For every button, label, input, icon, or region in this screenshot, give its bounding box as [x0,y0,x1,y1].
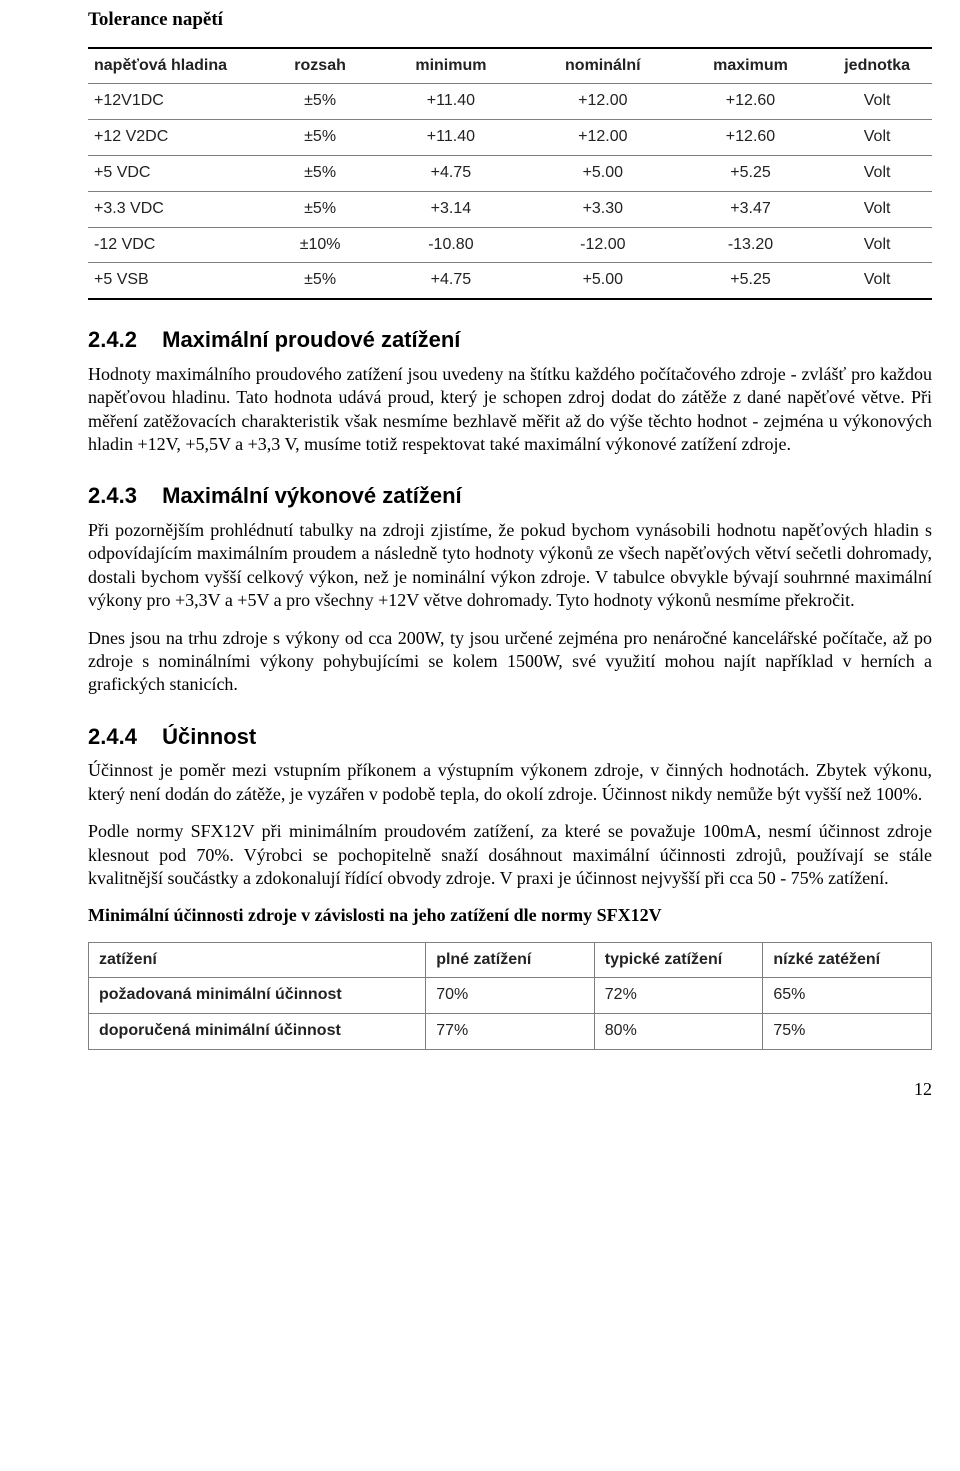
table-cell: +5.00 [527,156,679,192]
table-cell: +12.00 [527,120,679,156]
table-cell: +11.40 [375,84,527,120]
table-cell: +12 V2DC [88,120,265,156]
table-cell: 65% [763,978,932,1014]
table-cell: Volt [822,84,932,120]
table-cell: Volt [822,191,932,227]
section-heading-242: 2.4.2 Maximální proudové zatížení [88,326,932,355]
table-cell: -12 VDC [88,227,265,263]
table-cell: doporučená minimální účinnost [89,1014,426,1050]
table-cell: ±10% [265,227,375,263]
section-number: 2.4.2 [88,326,156,355]
section-title: Maximální výkonové zatížení [162,483,462,508]
table-cell: +3.3 VDC [88,191,265,227]
table-cell: Volt [822,120,932,156]
paragraph: Účinnost je poměr mezi vstupním příkonem… [88,759,932,806]
table-cell: +12V1DC [88,84,265,120]
table-cell: ±5% [265,263,375,299]
col-header: maximum [679,48,822,84]
table-cell: +11.40 [375,120,527,156]
table-row: +12 V2DC±5%+11.40+12.00+12.60Volt [88,120,932,156]
table-row: požadovaná minimální účinnost70%72%65% [89,978,932,1014]
table-cell: ±5% [265,84,375,120]
page-number: 12 [88,1078,932,1101]
col-header: zatížení [89,942,426,978]
table-cell: +12.60 [679,84,822,120]
table-cell: 70% [426,978,595,1014]
table-cell: +5 VSB [88,263,265,299]
paragraph: Hodnoty maximálního proudového zatížení … [88,363,932,457]
tolerance-table: napěťová hladina rozsah minimum nomináln… [88,47,932,301]
table-row: +5 VDC±5%+4.75+5.00+5.25Volt [88,156,932,192]
table-cell: -12.00 [527,227,679,263]
col-header: napěťová hladina [88,48,265,84]
table-cell: Volt [822,156,932,192]
page-title: Tolerance napětí [88,8,932,33]
table-cell: ±5% [265,156,375,192]
table-cell: +5.25 [679,263,822,299]
paragraph: Dnes jsou na trhu zdroje s výkony od cca… [88,627,932,697]
section-number: 2.4.4 [88,723,156,752]
table-row: -12 VDC±10%-10.80-12.00-13.20Volt [88,227,932,263]
col-header: nominální [527,48,679,84]
table-cell: 77% [426,1014,595,1050]
table-cell: -13.20 [679,227,822,263]
table-cell: ±5% [265,120,375,156]
table-cell: +5.00 [527,263,679,299]
section-title: Účinnost [162,724,256,749]
table-cell: ±5% [265,191,375,227]
col-header: rozsah [265,48,375,84]
table-cell: +12.60 [679,120,822,156]
section-number: 2.4.3 [88,482,156,511]
table-cell: požadovaná minimální účinnost [89,978,426,1014]
table-cell: +5 VDC [88,156,265,192]
table-row: doporučená minimální účinnost77%80%75% [89,1014,932,1050]
col-header: plné zatížení [426,942,595,978]
table-cell: 80% [594,1014,763,1050]
table-cell: +4.75 [375,156,527,192]
section-title: Maximální proudové zatížení [162,327,460,352]
table-cell: -10.80 [375,227,527,263]
table-row: +5 VSB±5%+4.75+5.00+5.25Volt [88,263,932,299]
table-row: +12V1DC±5%+11.40+12.00+12.60Volt [88,84,932,120]
table-cell: Volt [822,227,932,263]
table-caption: Minimální účinnosti zdroje v závislosti … [88,904,932,927]
table-cell: +5.25 [679,156,822,192]
table-row: +3.3 VDC±5%+3.14+3.30+3.47Volt [88,191,932,227]
paragraph: Při pozornějším prohlédnutí tabulky na z… [88,519,932,613]
col-header: nízké zatéžení [763,942,932,978]
section-heading-244: 2.4.4 Účinnost [88,723,932,752]
table-cell: 75% [763,1014,932,1050]
paragraph: Podle normy SFX12V při minimálním proudo… [88,820,932,890]
table-cell: +3.30 [527,191,679,227]
col-header: minimum [375,48,527,84]
efficiency-table: zatížení plné zatížení typické zatížení … [88,942,932,1050]
table-cell: 72% [594,978,763,1014]
table-cell: +12.00 [527,84,679,120]
col-header: jednotka [822,48,932,84]
table-cell: Volt [822,263,932,299]
table-cell: +4.75 [375,263,527,299]
table-cell: +3.14 [375,191,527,227]
col-header: typické zatížení [594,942,763,978]
section-heading-243: 2.4.3 Maximální výkonové zatížení [88,482,932,511]
table-cell: +3.47 [679,191,822,227]
